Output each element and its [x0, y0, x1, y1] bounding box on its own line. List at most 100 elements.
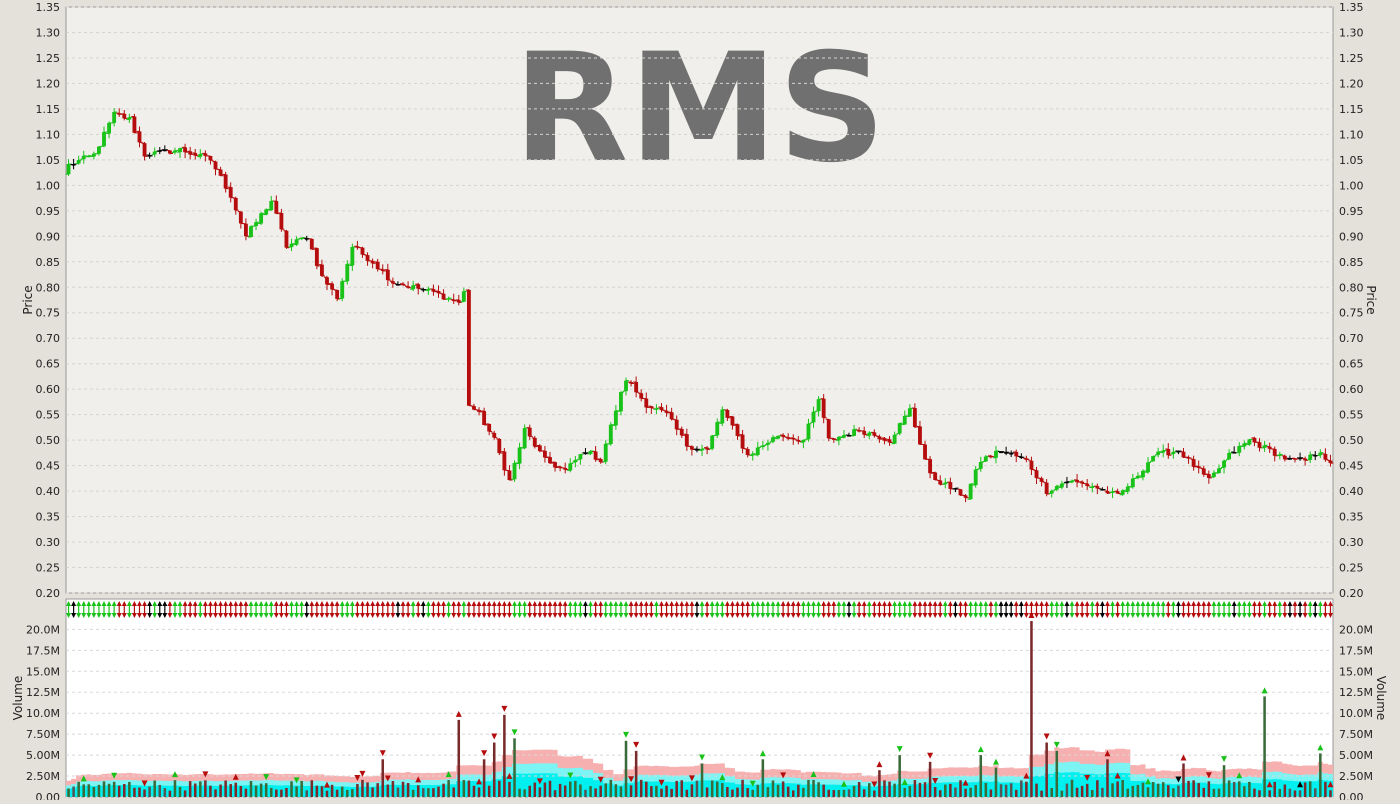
- volume-bar: [1091, 789, 1094, 797]
- direction-marker: [927, 601, 933, 618]
- direction-marker-up: [836, 601, 842, 606]
- direction-marker-up: [1089, 601, 1095, 606]
- direction-marker-down: [841, 613, 847, 618]
- price-tick-left: 0.80: [36, 281, 61, 294]
- volume-bar: [67, 788, 70, 797]
- price-bar: [582, 448, 589, 455]
- direction-marker-down: [689, 613, 695, 618]
- volume-bar: [852, 785, 856, 797]
- direction-marker-up: [613, 601, 619, 606]
- direction-marker-down: [1079, 613, 1085, 618]
- direction-marker-up: [289, 601, 295, 606]
- volume-bar: [97, 784, 101, 797]
- price-bar-body: [385, 269, 390, 281]
- direction-marker-up: [805, 601, 811, 606]
- direction-marker-up: [177, 601, 183, 606]
- price-bar: [785, 433, 792, 441]
- direction-marker-down: [522, 613, 528, 618]
- direction-marker-up: [689, 601, 695, 606]
- direction-marker-down: [491, 613, 497, 618]
- direction-marker-down: [816, 613, 822, 618]
- direction-marker: [1211, 601, 1217, 618]
- direction-marker-down: [471, 613, 477, 618]
- direction-marker-up: [197, 601, 203, 606]
- volume-bar: [923, 782, 927, 797]
- volume-bar: [700, 763, 704, 797]
- price-bar: [273, 195, 280, 215]
- volume-bar: [366, 782, 369, 797]
- direction-marker-down: [1120, 613, 1126, 618]
- direction-marker-down: [410, 613, 416, 618]
- direction-marker-down: [942, 613, 948, 618]
- signal-down-marker: [1221, 756, 1228, 763]
- price-bar-body: [76, 160, 81, 164]
- direction-marker-up: [157, 601, 163, 606]
- direction-marker-up: [907, 601, 913, 606]
- direction-marker: [1150, 601, 1156, 618]
- direction-marker-up: [400, 601, 406, 606]
- price-bar-body: [1004, 452, 1009, 454]
- direction-marker: [1099, 601, 1105, 618]
- price-axis: 0.20 0.200.25 0.250.30 0.300.35 0.350.40 0.40…: [36, 1, 1364, 600]
- volume-bar: [766, 787, 770, 797]
- volume-bar: [330, 784, 334, 797]
- volume-bar: [77, 781, 80, 797]
- direction-marker: [623, 601, 629, 618]
- price-bar: [1150, 455, 1157, 462]
- direction-marker-up: [932, 601, 938, 606]
- price-bar: [1195, 460, 1202, 474]
- direction-marker-down: [988, 613, 994, 618]
- direction-marker-up: [643, 601, 649, 606]
- direction-marker-down: [486, 613, 492, 618]
- direction-marker: [491, 601, 497, 618]
- signal-up-marker: [506, 772, 513, 779]
- direction-marker: [1018, 601, 1024, 618]
- volume-bar: [802, 787, 805, 797]
- direction-marker: [334, 601, 340, 618]
- price-bar: [141, 142, 148, 161]
- price-bar-body: [593, 451, 598, 460]
- direction-marker: [182, 601, 188, 618]
- direction-marker-down: [415, 613, 421, 618]
- direction-marker-up: [790, 601, 796, 606]
- signal-down-marker: [536, 778, 543, 785]
- volume-bar: [401, 781, 405, 797]
- price-tick-left: 1.15: [36, 103, 61, 116]
- direction-marker: [993, 601, 999, 618]
- volume-bar: [680, 780, 684, 797]
- direction-marker: [983, 601, 989, 618]
- direction-marker-down: [121, 613, 127, 618]
- price-tick-right: 1.35: [1339, 1, 1364, 14]
- price-bar-body: [1125, 486, 1130, 492]
- price-bar-body: [1171, 451, 1176, 454]
- direction-marker: [724, 601, 730, 618]
- direction-marker-down: [1216, 613, 1222, 618]
- price-bar-body: [330, 283, 334, 290]
- direction-marker-down: [273, 613, 279, 618]
- volume-bar: [710, 780, 714, 797]
- volume-bar: [938, 790, 942, 797]
- direction-marker: [1034, 601, 1040, 618]
- direction-marker: [294, 601, 300, 618]
- direction-marker-down: [1267, 613, 1273, 618]
- direction-marker-up: [821, 601, 827, 606]
- signal-up-marker: [1266, 781, 1273, 788]
- price-bar-body: [466, 290, 471, 406]
- volume-bar: [1096, 780, 1099, 797]
- price-bar-body: [107, 122, 112, 134]
- price-panel: [65, 6, 1334, 594]
- price-bar: [298, 237, 305, 241]
- direction-marker-up: [1327, 601, 1333, 606]
- direction-marker-down: [86, 613, 92, 618]
- direction-marker-up: [988, 601, 994, 606]
- volume-bar: [214, 789, 217, 797]
- direction-marker-down: [795, 613, 801, 618]
- price-bar: [202, 150, 209, 162]
- direction-marker-up: [91, 601, 97, 606]
- volume-bar: [315, 785, 319, 797]
- price-bar-body: [188, 151, 193, 155]
- price-bar-body: [1237, 446, 1242, 453]
- direction-marker-up: [1226, 601, 1232, 606]
- price-bar: [197, 149, 204, 159]
- direction-marker: [968, 601, 974, 618]
